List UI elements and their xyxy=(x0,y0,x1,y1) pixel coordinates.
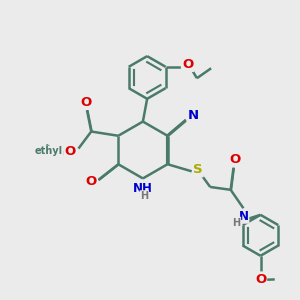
Text: O: O xyxy=(229,153,241,166)
Text: O: O xyxy=(64,145,76,158)
Text: O: O xyxy=(255,273,266,286)
Text: H: H xyxy=(140,191,148,201)
Text: H: H xyxy=(232,218,240,227)
Text: O: O xyxy=(85,175,97,188)
Text: O: O xyxy=(182,58,193,71)
Text: N: N xyxy=(238,210,248,223)
Text: NH: NH xyxy=(133,182,153,195)
Text: O: O xyxy=(80,96,91,109)
Text: N: N xyxy=(188,109,199,122)
Text: ethyl: ethyl xyxy=(34,146,63,156)
Text: S: S xyxy=(193,164,203,176)
